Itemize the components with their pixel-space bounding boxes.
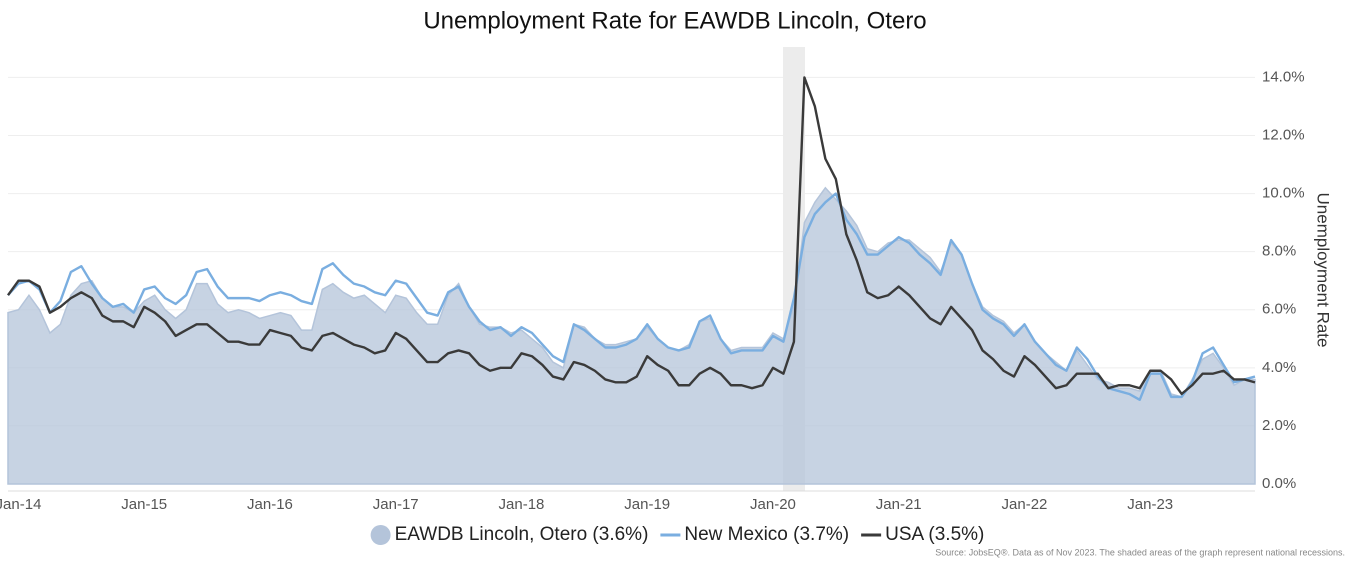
y-tick-label: 12.0% bbox=[1262, 126, 1305, 143]
x-tick-label: Jan-14 bbox=[0, 496, 41, 513]
y-tick-label: 0.0% bbox=[1262, 475, 1296, 492]
x-tick-label: Jan-16 bbox=[247, 496, 293, 513]
legend-item: EAWDB Lincoln, Otero (3.6%) bbox=[370, 524, 649, 545]
y-tick-label: 2.0% bbox=[1262, 417, 1296, 434]
y-tick-label: 4.0% bbox=[1262, 359, 1296, 376]
y-axis-title: Unemployment Rate bbox=[1314, 193, 1333, 348]
legend-item: USA (3.5%) bbox=[861, 524, 984, 545]
x-tick-label: Jan-21 bbox=[876, 496, 922, 513]
y-tick-label: 8.0% bbox=[1262, 243, 1296, 260]
x-tick-label: Jan-22 bbox=[1002, 496, 1048, 513]
chart-title: Unemployment Rate for EAWDB Lincoln, Ote… bbox=[423, 7, 926, 34]
legend-item: New Mexico (3.7%) bbox=[660, 524, 849, 545]
area bbox=[7, 186, 1256, 485]
x-tick-label: Jan-15 bbox=[121, 496, 167, 513]
x-tick-label: Jan-19 bbox=[624, 496, 670, 513]
legend: EAWDB Lincoln, Otero (3.6%) New Mexico (3… bbox=[370, 524, 984, 545]
x-tick-label: Jan-17 bbox=[373, 496, 419, 513]
legend-label: USA (3.5%) bbox=[885, 524, 984, 545]
x-tick-label: Jan-18 bbox=[499, 496, 545, 513]
y-tick-label: 6.0% bbox=[1262, 301, 1296, 318]
line bbox=[7, 192, 1256, 401]
source-note: Source: JobsEQ®. Data as of Nov 2023. Th… bbox=[935, 547, 1345, 557]
y-tick-label: 14.0% bbox=[1262, 68, 1305, 85]
legend-marker bbox=[370, 525, 391, 545]
y-tick-label: 10.0% bbox=[1262, 185, 1305, 202]
x-tick-label: Jan-20 bbox=[750, 496, 796, 513]
legend-label: EAWDB Lincoln, Otero (3.6%) bbox=[395, 524, 649, 545]
line bbox=[7, 76, 1256, 396]
x-tick-label: Jan-23 bbox=[1127, 496, 1173, 513]
legend-label: New Mexico (3.7%) bbox=[684, 524, 849, 545]
